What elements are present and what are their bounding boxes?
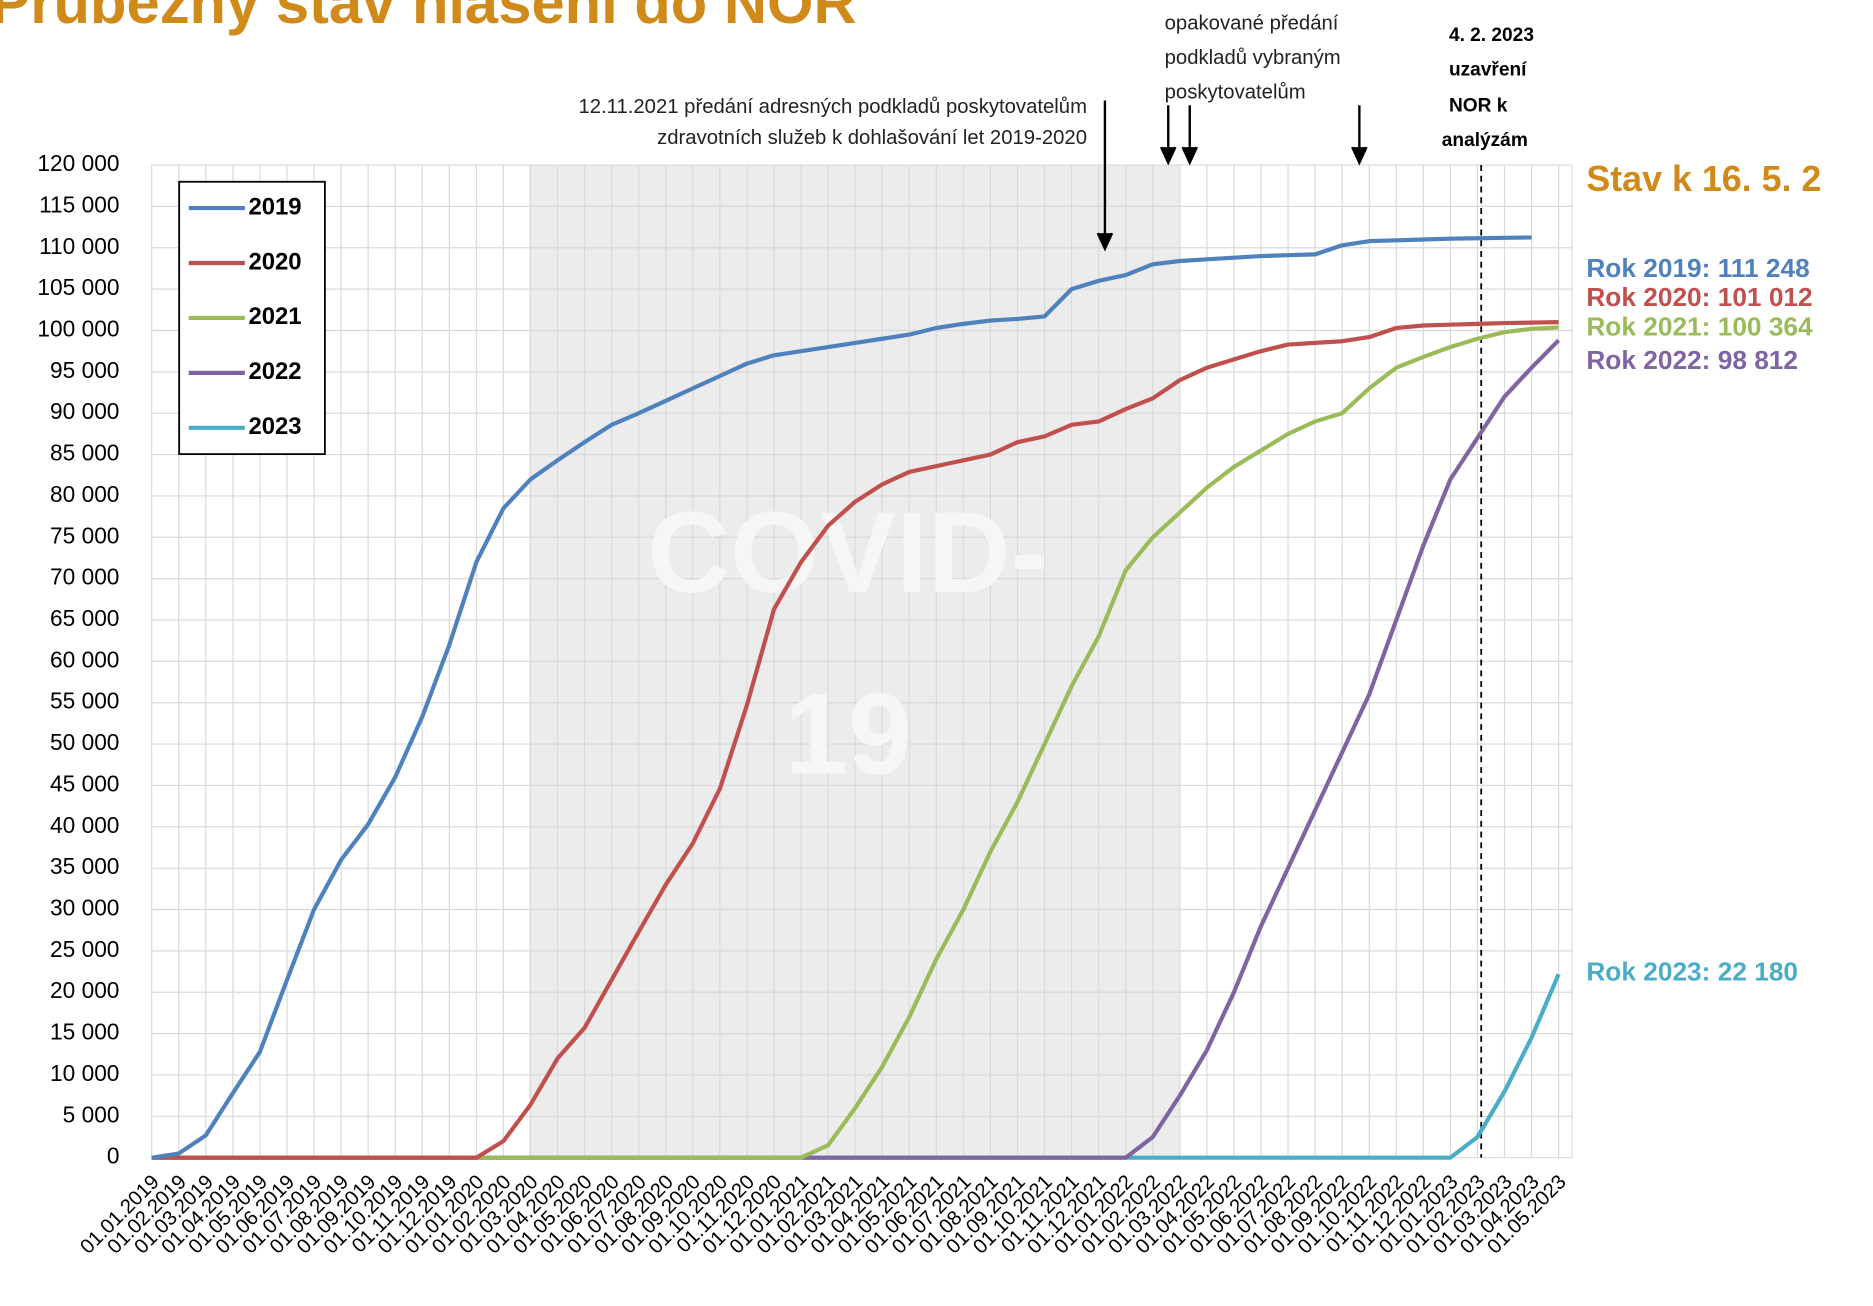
y-tick-label: 105 000 <box>37 274 119 300</box>
annotation: 12.11.2021 předání adresných podkladů po… <box>578 96 1087 118</box>
end-label: Rok 2019: 111 248 <box>1586 253 1809 283</box>
y-tick-label: 70 000 <box>50 564 119 590</box>
y-tick-label: 75 000 <box>50 522 119 548</box>
end-label: Rok 2022: 98 812 <box>1586 345 1798 375</box>
y-tick-label: 65 000 <box>50 605 119 631</box>
chart-title: Průběžný stav hlášení do NOR <box>0 0 857 36</box>
legend-label: 2019 <box>248 193 301 220</box>
annotation: NOR k <box>1449 96 1508 117</box>
y-tick-label: 15 000 <box>50 1019 119 1045</box>
annotation: zdravotních služeb k dohlašování let 201… <box>657 127 1087 149</box>
legend-label: 2020 <box>248 248 301 275</box>
y-tick-label: 85 000 <box>50 440 119 466</box>
y-tick-label: 115 000 <box>39 191 119 217</box>
y-tick-label: 40 000 <box>50 812 119 838</box>
y-tick-label: 80 000 <box>50 481 119 507</box>
y-tick-label: 25 000 <box>50 936 119 962</box>
annotation: opakované předání <box>1165 12 1339 34</box>
y-tick-label: 90 000 <box>50 398 119 424</box>
legend-label: 2021 <box>248 303 301 330</box>
legend-label: 2023 <box>248 413 301 440</box>
arrows <box>1096 100 1368 252</box>
y-tick-label: 100 000 <box>37 315 119 341</box>
y-tick-label: 0 <box>107 1143 120 1169</box>
annotation: podkladů vybraným <box>1165 47 1341 69</box>
annotation: 4. 2. 2023 <box>1449 25 1534 46</box>
y-tick-label: 110 000 <box>39 233 119 259</box>
y-tick-label: 60 000 <box>50 646 119 672</box>
end-label: Rok 2020: 101 012 <box>1586 282 1812 312</box>
annotation: analýzám <box>1442 130 1528 151</box>
watermark: 19 <box>784 670 912 798</box>
annotation: poskytovatelům <box>1165 82 1306 104</box>
y-tick-label: 35 000 <box>50 853 119 879</box>
series-line <box>151 320 1559 1160</box>
chart-subtitle: Stav k 16. 5. 2 <box>1586 159 1821 199</box>
annotation: uzavření <box>1449 60 1527 81</box>
y-tick-label: 30 000 <box>50 895 119 921</box>
end-label: Rok 2021: 100 364 <box>1586 312 1813 342</box>
y-tick-label: 20 000 <box>50 977 119 1003</box>
y-tick-label: 50 000 <box>50 729 119 755</box>
y-tick-label: 95 000 <box>50 357 119 383</box>
y-tick-label: 45 000 <box>50 770 119 796</box>
y-tick-label: 10 000 <box>50 1060 119 1086</box>
y-tick-label: 55 000 <box>50 688 119 714</box>
series-line <box>151 235 1532 1160</box>
legend-label: 2022 <box>248 358 301 385</box>
end-label: Rok 2023: 22 180 <box>1586 957 1798 987</box>
y-tick-label: 5 000 <box>63 1101 120 1127</box>
y-tick-label: 120 000 <box>37 150 119 176</box>
